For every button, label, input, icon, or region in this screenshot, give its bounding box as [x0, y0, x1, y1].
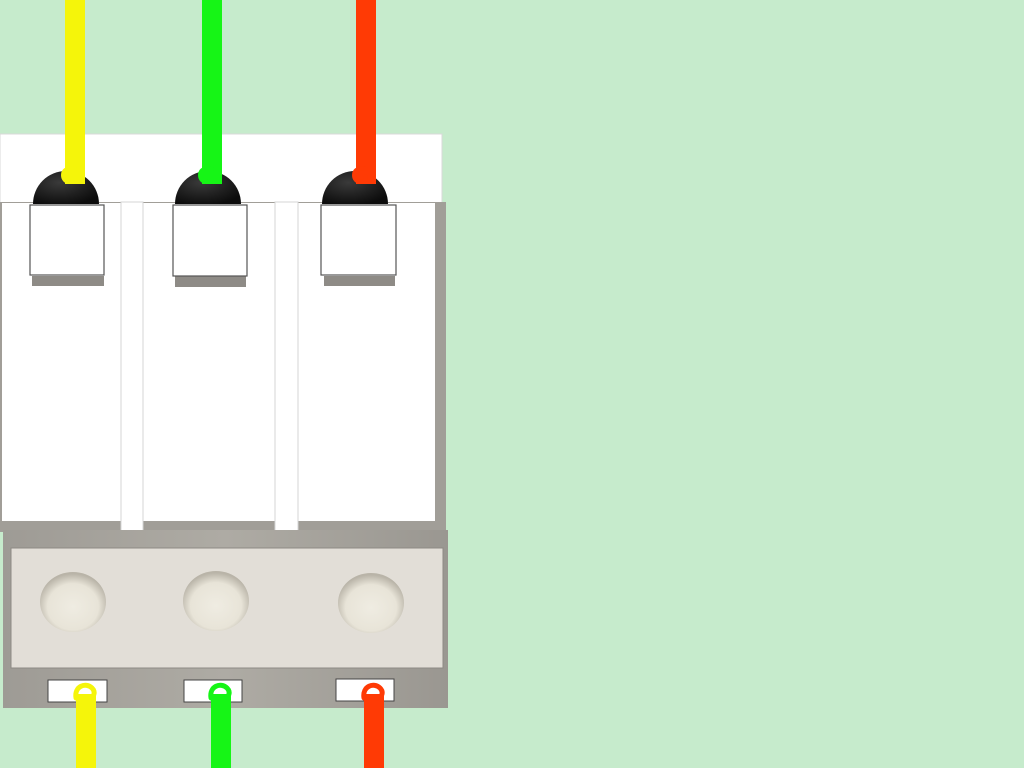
terminal-block-2 — [172, 204, 248, 287]
screw-terminal-icon — [351, 166, 368, 184]
pole-divider — [120, 201, 144, 556]
bottom-wire-2 — [211, 694, 231, 768]
screw-hole-3 — [338, 573, 404, 633]
screw-terminal-icon — [60, 166, 77, 184]
screw-terminal-icon — [361, 682, 385, 701]
screw-hole-2 — [183, 571, 249, 631]
terminal-block-3 — [320, 204, 397, 286]
top-wire-2 — [202, 0, 222, 184]
bottom-wire-3 — [364, 694, 384, 768]
bottom-wire-1 — [76, 694, 96, 768]
screw-hole-1 — [40, 572, 106, 632]
screw-terminal-icon — [208, 682, 232, 701]
top-wire-1 — [65, 0, 85, 184]
pole-divider — [274, 201, 299, 557]
top-wire-3 — [356, 0, 376, 184]
terminal-block-1 — [29, 204, 105, 286]
screw-terminal-icon — [73, 682, 97, 701]
screw-terminal-icon — [197, 166, 214, 184]
screw-head-2 — [175, 171, 241, 204]
